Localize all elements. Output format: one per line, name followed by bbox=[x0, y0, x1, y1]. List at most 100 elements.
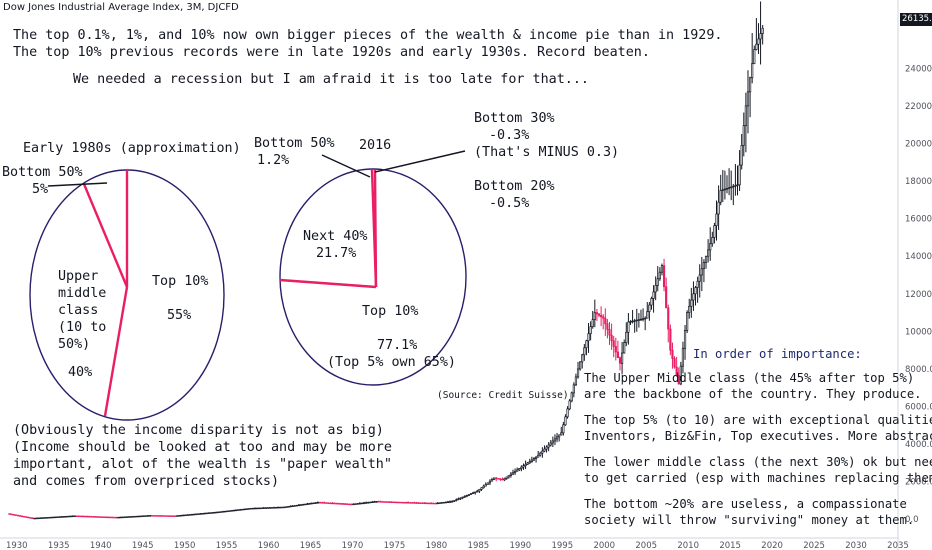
candle-body bbox=[394, 501, 397, 504]
candle-body bbox=[444, 501, 447, 504]
candle-body bbox=[130, 516, 133, 518]
candle-body bbox=[558, 434, 561, 438]
candle-body bbox=[702, 262, 706, 270]
candle-body bbox=[48, 516, 51, 519]
candle-body bbox=[493, 477, 496, 480]
candle-body bbox=[218, 511, 221, 513]
candle-body bbox=[348, 503, 351, 506]
x-tick-label: 2030 bbox=[845, 541, 867, 550]
candle-body bbox=[98, 516, 101, 518]
pie-2016-bottom30-value: -0.3% bbox=[489, 128, 530, 143]
candle-body bbox=[14, 514, 17, 516]
candle-body bbox=[224, 510, 227, 513]
pie-1980-bottom50-label: Bottom 50% bbox=[2, 165, 83, 180]
candle-body bbox=[132, 516, 135, 518]
candle-body bbox=[134, 515, 137, 518]
candle-body bbox=[306, 503, 309, 505]
candle-body bbox=[281, 506, 284, 509]
candle-body bbox=[711, 237, 714, 245]
candle-body bbox=[373, 501, 376, 503]
candle-body bbox=[375, 501, 378, 503]
candle-body bbox=[728, 187, 731, 189]
pie-1980-divider-c bbox=[103, 286, 129, 417]
candle-body bbox=[392, 501, 395, 504]
candle-body bbox=[652, 291, 655, 299]
candle-body bbox=[308, 503, 311, 505]
candle-body bbox=[721, 189, 724, 191]
candle-body bbox=[190, 513, 194, 516]
candle-body bbox=[520, 466, 523, 469]
candle-body bbox=[33, 517, 36, 520]
candle-body bbox=[337, 503, 340, 505]
candle-body bbox=[694, 287, 697, 295]
candle-body bbox=[398, 501, 401, 504]
y-tick-label: 24000.0 bbox=[905, 64, 932, 74]
candle-body bbox=[228, 510, 231, 512]
candle-body bbox=[574, 376, 578, 386]
candle-body bbox=[604, 317, 607, 325]
pie-2016-bottom50-label: Bottom 50% bbox=[254, 136, 335, 151]
headline-1: The top 0.1%, 1%, and 10% now own bigger… bbox=[13, 28, 723, 43]
candle-body bbox=[618, 357, 622, 364]
candle-body bbox=[226, 510, 229, 513]
candle-body bbox=[88, 515, 91, 518]
candle-body bbox=[436, 502, 439, 505]
source-note: (Source: Credit Suisse) bbox=[437, 390, 569, 401]
candle-body bbox=[243, 508, 246, 511]
candle-body bbox=[400, 501, 403, 504]
candle-body bbox=[113, 516, 116, 519]
candle-body bbox=[81, 515, 84, 518]
candle-body bbox=[69, 515, 72, 518]
candle-body bbox=[660, 265, 664, 273]
candle-body bbox=[646, 311, 649, 319]
candle-body bbox=[675, 366, 678, 376]
candle-body bbox=[448, 501, 452, 503]
candle-body bbox=[67, 515, 70, 518]
candle-body bbox=[327, 502, 330, 504]
candle-body bbox=[241, 508, 244, 511]
candle-body bbox=[155, 515, 158, 517]
x-tick-label: 1995 bbox=[551, 541, 573, 550]
candle-body bbox=[656, 278, 659, 286]
importance-item-3-a: The lower middle class (the next 30%) ok… bbox=[584, 455, 932, 469]
candle-body bbox=[245, 508, 248, 510]
candle-body bbox=[698, 274, 701, 282]
candle-body bbox=[318, 501, 322, 504]
candle-body bbox=[52, 516, 55, 519]
candle-body bbox=[761, 27, 764, 34]
candle-body bbox=[253, 507, 257, 510]
candle-body bbox=[234, 509, 238, 512]
candle-body bbox=[140, 515, 143, 518]
candle-body bbox=[8, 513, 11, 515]
y-tick-label: 10000.0 bbox=[905, 327, 932, 337]
candle-body bbox=[60, 516, 63, 518]
candle-body bbox=[677, 375, 680, 385]
candle-body bbox=[576, 368, 580, 378]
candle-body bbox=[106, 516, 110, 519]
pies bbox=[29, 150, 467, 421]
candle-body bbox=[396, 501, 399, 504]
candle-body bbox=[232, 509, 236, 512]
candle-body bbox=[432, 502, 435, 505]
candle-body bbox=[742, 125, 745, 146]
candle-body bbox=[662, 265, 666, 288]
candle-body bbox=[379, 501, 382, 503]
candle-body bbox=[316, 501, 319, 504]
candle-body bbox=[65, 515, 68, 518]
candle-body bbox=[220, 511, 223, 513]
importance-item-3-b: to get carried (esp with machines replac… bbox=[584, 471, 932, 485]
candle-body bbox=[293, 505, 296, 507]
candle-body bbox=[255, 507, 259, 510]
candle-body bbox=[201, 513, 204, 515]
candle-body bbox=[117, 516, 120, 519]
candle-body bbox=[247, 508, 250, 510]
candle-body bbox=[167, 515, 170, 517]
candle-body bbox=[623, 342, 626, 354]
candle-body bbox=[713, 225, 716, 238]
candle-body bbox=[184, 514, 187, 517]
candle-body bbox=[581, 354, 584, 363]
candle-body bbox=[755, 43, 758, 50]
candle-body bbox=[46, 517, 49, 519]
candle-body bbox=[295, 504, 298, 507]
candle-body bbox=[673, 358, 676, 368]
